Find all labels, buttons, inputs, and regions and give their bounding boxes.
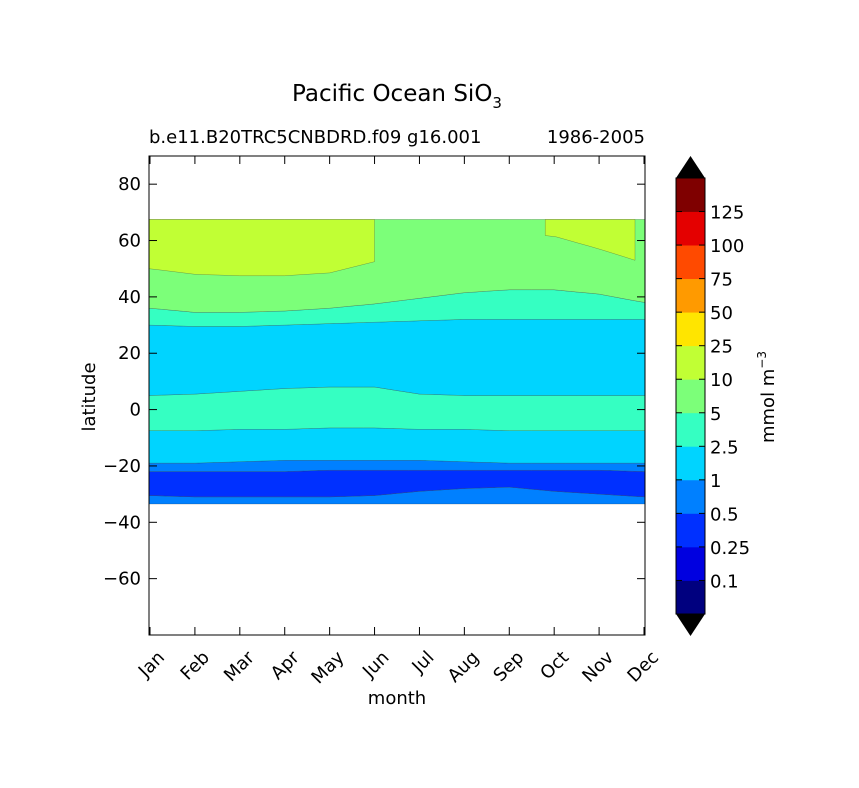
- colorbar-swatch: [676, 446, 705, 481]
- colorbar-level-label: 125: [710, 203, 744, 224]
- colorbar-swatch: [676, 546, 705, 581]
- colorbar-swatch: [676, 412, 705, 447]
- x-tick-label: Dec: [624, 647, 663, 686]
- colorbar: 0.1 0.25 0.5 1 2.5 5 10 25 50 75 100 125: [675, 156, 750, 636]
- colorbar-level-label: 100: [710, 236, 744, 257]
- colorbar-level-label: 5: [710, 404, 721, 425]
- chart-subtitle-right: 1986-2005: [547, 127, 645, 148]
- colorbar-frame: [675, 177, 706, 615]
- colorbar-level-label: 25: [710, 337, 733, 358]
- colorbar-level-label: 10: [710, 370, 733, 391]
- contour-bands: [148, 219, 646, 505]
- y-tick-label: 40: [118, 287, 141, 308]
- colorbar-level-label: 50: [710, 303, 733, 324]
- plot-frame: [148, 155, 646, 636]
- y-axis-ticks: 80 60 40 20 0 −20 −40 −60: [103, 174, 645, 590]
- y-tick-label: −60: [103, 569, 141, 590]
- colorbar-swatch: [676, 278, 705, 313]
- x-tick-label: Apr: [267, 647, 304, 684]
- y-tick-label: −20: [103, 456, 141, 477]
- x-tick-label: Jun: [358, 647, 393, 682]
- contour-band: [148, 219, 375, 276]
- colorbar-level-label: 0.5: [710, 504, 739, 525]
- y-tick-label: 0: [130, 400, 141, 421]
- x-tick-label: Oct: [536, 647, 573, 684]
- colorbar-swatch: [676, 513, 705, 548]
- x-axis-label: month: [368, 688, 426, 709]
- colorbar-swatch: [676, 479, 705, 514]
- x-tick-label: Feb: [177, 647, 214, 684]
- colorbar-swatch: [676, 178, 705, 212]
- x-tick-label: Aug: [444, 647, 484, 687]
- x-tick-label: Sep: [489, 647, 528, 686]
- colorbar-extend-min: [676, 614, 705, 636]
- x-tick-label: Nov: [578, 647, 618, 687]
- colorbar-level-label: 1: [710, 471, 721, 492]
- contour-band: [148, 319, 646, 396]
- y-tick-label: 60: [118, 231, 141, 252]
- y-tick-label: −40: [103, 512, 141, 533]
- chart-subtitle-left: b.e11.B20TRC5CNBDRD.f09 g16.001: [149, 127, 481, 148]
- contour-band: [545, 219, 636, 261]
- colorbar-swatch: [676, 580, 705, 615]
- plot-area: 80 60 40 20 0 −20 −40 −60 Jan Feb Mar Apr May Jun Jul…: [103, 155, 663, 688]
- chart-title: Pacific Ocean SiO3: [292, 81, 502, 112]
- y-tick-label: 20: [118, 343, 141, 364]
- colorbar-label: mmol m−3: [755, 351, 779, 443]
- colorbar-swatch: [676, 379, 705, 414]
- x-tick-label: Mar: [220, 647, 259, 686]
- y-tick-label: 80: [118, 174, 141, 195]
- y-axis-label: latitude: [79, 362, 100, 431]
- colorbar-swatch: [676, 211, 705, 246]
- contour-band: [148, 427, 646, 464]
- colorbar-swatch: [676, 345, 705, 380]
- x-tick-label: Jul: [408, 647, 439, 678]
- x-tick-label: May: [307, 647, 348, 688]
- colorbar-level-label: 0.25: [710, 538, 750, 559]
- x-tick-label: Jan: [134, 647, 169, 682]
- colorbar-level-label: 75: [710, 270, 733, 291]
- colorbar-level-label: 2.5: [710, 437, 739, 458]
- colorbar-extend-max: [676, 156, 705, 178]
- colorbar-swatch: [676, 312, 705, 347]
- colorbar-level-label: 0.1: [710, 571, 739, 592]
- colorbar-swatch: [676, 245, 705, 280]
